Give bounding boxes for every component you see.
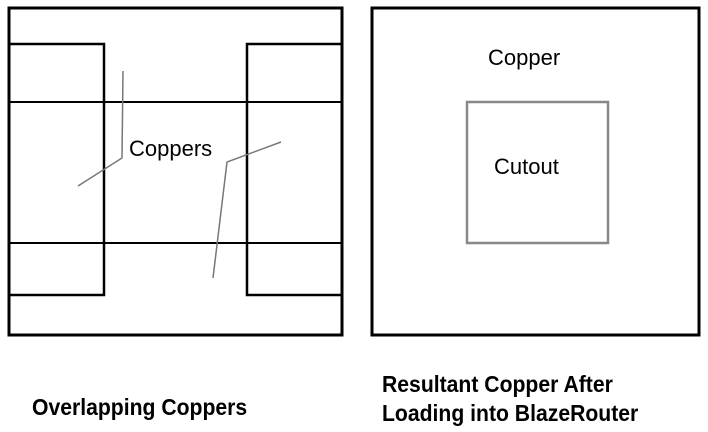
right-copper-rect	[245, 42, 344, 297]
overlapping-coppers-caption: Overlapping Coppers	[32, 394, 248, 420]
left-copper-rect	[7, 42, 106, 297]
copper-label: Copper	[488, 45, 560, 70]
leader-line-right	[212, 141, 282, 279]
cutout-rect	[465, 100, 610, 245]
copper-outer-rect	[370, 6, 701, 337]
outer-copper-frame	[7, 6, 344, 337]
leader-line-left	[77, 70, 124, 187]
resultant-copper-figure: Copper Cutout	[370, 6, 701, 337]
cutout-label: Cutout	[494, 154, 559, 179]
resultant-copper-caption-line2: Loading into BlazeRouter	[382, 400, 639, 426]
overlapping-coppers-figure: Coppers	[7, 6, 344, 337]
resultant-copper-caption-line1: Resultant Copper After	[382, 371, 613, 397]
coppers-label: Coppers	[129, 136, 212, 161]
